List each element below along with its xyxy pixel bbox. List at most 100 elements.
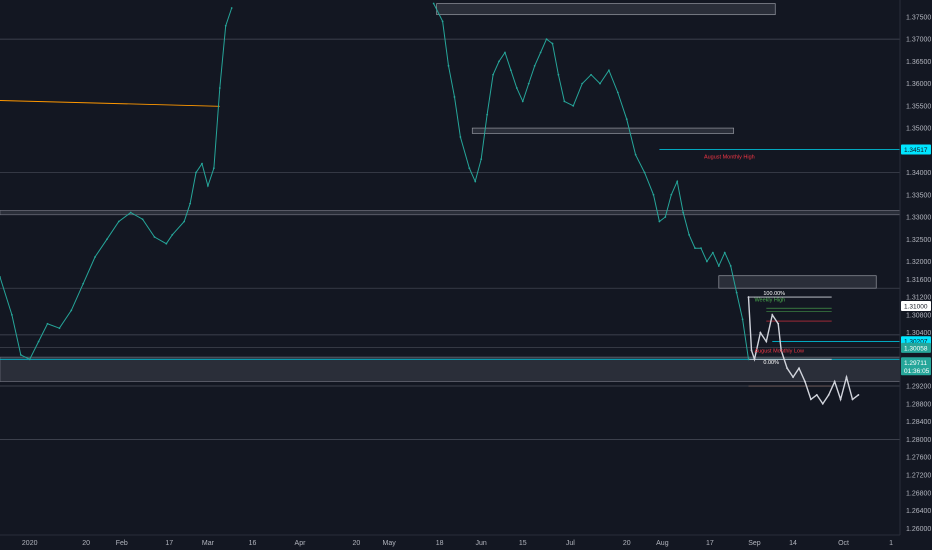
- price-point: [545, 38, 548, 41]
- price-point: [729, 265, 732, 267]
- price-point: [676, 180, 679, 183]
- y-tick-label: 1.26800: [906, 490, 931, 497]
- price-point: [480, 158, 483, 161]
- price-point: [634, 153, 637, 156]
- support-zone[interactable]: [0, 356, 901, 382]
- y-tick-label: 1.31200: [906, 295, 931, 302]
- chart-annotation: August Monthly Low: [754, 349, 804, 355]
- price-point: [19, 353, 22, 356]
- price-point: [46, 322, 49, 325]
- price-point: [82, 282, 85, 285]
- price-point: [741, 318, 744, 321]
- price-point: [441, 20, 444, 23]
- price-point: [515, 87, 518, 89]
- price-point: [224, 24, 227, 27]
- x-tick-label: 15: [519, 540, 527, 547]
- price-point: [658, 220, 661, 223]
- price-point: [711, 251, 714, 254]
- y-tick-label: 1.28800: [906, 401, 931, 408]
- price-badge-label: 1.30207: [904, 339, 928, 346]
- x-tick-label: Jun: [476, 540, 487, 547]
- x-tick-label: 20: [82, 540, 90, 547]
- price-point: [201, 162, 203, 165]
- x-tick-label: 20: [353, 540, 361, 547]
- price-point: [432, 2, 435, 5]
- y-tick-label: 1.37500: [906, 14, 931, 21]
- price-point: [857, 394, 860, 396]
- price-badge[interactable]: [901, 300, 931, 311]
- price-point: [509, 69, 512, 72]
- price-badge-label: 1.34517: [904, 147, 928, 154]
- price-point: [750, 349, 753, 352]
- y-tick-label: 1.29200: [906, 384, 931, 391]
- price-point: [486, 113, 489, 116]
- price-point: [753, 358, 756, 361]
- price-point: [459, 136, 462, 138]
- price-point: [129, 211, 132, 214]
- x-tick-label: Apr: [295, 540, 307, 547]
- price-point: [117, 220, 120, 223]
- resistance-zone[interactable]: [0, 210, 901, 216]
- y-tick-label: 1.33000: [906, 215, 931, 222]
- price-point: [747, 358, 750, 361]
- price-point: [851, 398, 854, 401]
- price-point: [171, 233, 174, 236]
- price-point: [771, 313, 774, 316]
- x-tick-label: May: [382, 540, 396, 547]
- y-tick-label: 1.35500: [906, 103, 931, 110]
- price-point: [474, 180, 477, 183]
- price-point: [28, 358, 31, 361]
- price-series-line[interactable]: [0, 7, 233, 360]
- price-point: [821, 402, 824, 405]
- trend-line[interactable]: [0, 100, 220, 107]
- price-point: [608, 69, 610, 72]
- price-point: [581, 82, 584, 85]
- price-point: [492, 73, 494, 76]
- price-point: [468, 167, 471, 170]
- supply-zone-mid[interactable]: [471, 127, 735, 134]
- y-tick-label: 1.36000: [906, 81, 931, 88]
- supply-zone-top[interactable]: [436, 3, 776, 16]
- price-point: [765, 340, 768, 343]
- price-point: [706, 260, 708, 263]
- price-badge[interactable]: [901, 342, 931, 353]
- price-point: [183, 220, 186, 223]
- x-tick-label: 17: [706, 540, 714, 547]
- x-tick-label: 14: [789, 540, 797, 547]
- y-tick-label: 1.36500: [906, 59, 931, 66]
- price-point: [94, 256, 96, 258]
- price-point: [527, 82, 530, 85]
- price-point: [759, 331, 762, 334]
- price-point: [616, 91, 619, 94]
- x-tick-label: 17: [165, 540, 173, 547]
- price-point: [498, 60, 500, 63]
- x-tick-label: 16: [249, 540, 257, 547]
- x-tick-label: Sep: [748, 540, 761, 547]
- supply-zone-low[interactable]: [718, 275, 877, 289]
- price-point: [504, 51, 506, 54]
- price-point: [557, 73, 560, 76]
- current-price-badge[interactable]: [901, 357, 931, 376]
- price-badge[interactable]: [901, 144, 931, 155]
- price-point: [106, 238, 108, 241]
- price-point: [599, 82, 601, 85]
- y-tick-label: 1.26400: [906, 508, 931, 515]
- x-tick-label: Jul: [566, 540, 575, 547]
- y-tick-label: 1.37000: [906, 37, 931, 44]
- price-point: [780, 349, 783, 352]
- price-point: [664, 216, 667, 218]
- price-point: [141, 218, 144, 221]
- y-tick-label: 1.32000: [906, 259, 931, 266]
- price-point: [539, 51, 542, 54]
- price-point: [682, 211, 685, 214]
- price-point: [643, 171, 646, 174]
- price-point: [839, 398, 842, 401]
- price-series-line[interactable]: [433, 3, 749, 360]
- chart-annotation: Weekly High: [754, 298, 785, 304]
- price-point: [533, 64, 536, 67]
- price-point: [165, 242, 168, 245]
- price-point: [670, 193, 673, 196]
- price-point: [845, 376, 848, 379]
